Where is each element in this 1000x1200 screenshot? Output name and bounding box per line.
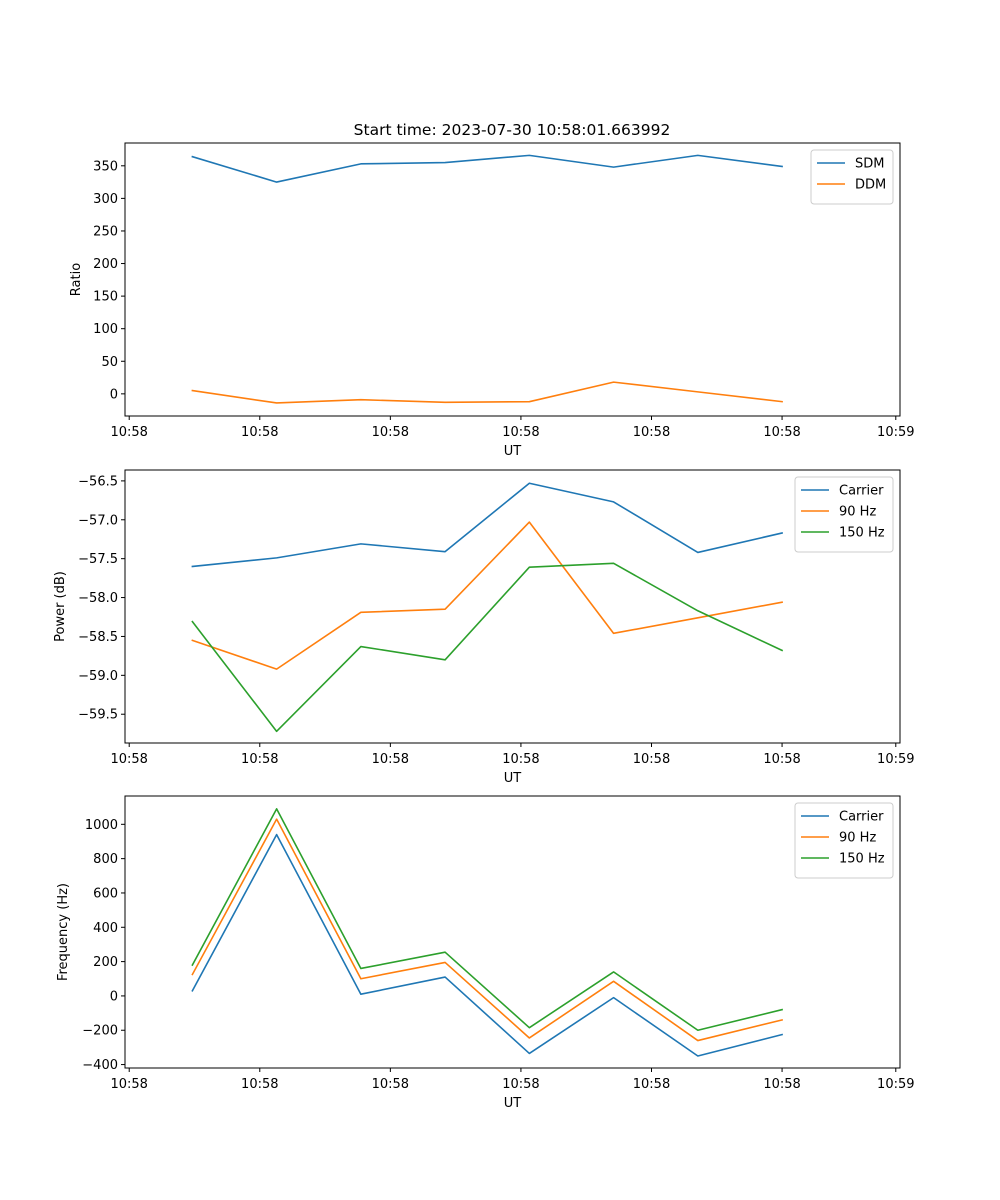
chart-panel-1: 0 50 100 150 200 250 300 350 10:58 10:58 10:58 10:5…	[69, 142, 915, 459]
x-tick-label: 10:58	[372, 1077, 409, 1092]
x-tick-label: 10:58	[110, 425, 147, 440]
series-line-carrier	[191, 833, 784, 1057]
y-tick-label: 100	[93, 322, 118, 337]
y-tick-label: 200	[93, 257, 118, 272]
y-tick-label: −56.5	[78, 474, 118, 489]
x-axis-label: UT	[504, 444, 522, 459]
x-axis-label: UT	[504, 771, 522, 786]
legend: Carrier 90 Hz 150 Hz	[794, 476, 894, 553]
y-tick-label: 150	[93, 290, 118, 305]
series-line-150-hz	[191, 808, 784, 1032]
charts-container: 0 50 100 150 200 250 300 350 10:58 10:58 10:58 10:5…	[53, 142, 915, 1111]
legend: SDM DDM	[810, 149, 894, 205]
legend-label: 90 Hz	[839, 831, 876, 846]
x-tick-label: 10:58	[110, 1077, 147, 1092]
series-line-90-hz	[191, 521, 784, 670]
legend-label: SDM	[855, 157, 884, 172]
y-tick-label: −400	[82, 1058, 118, 1073]
y-axis-label: Ratio	[69, 263, 84, 296]
x-tick-label: 10:58	[763, 752, 800, 767]
y-tick-label: −59.5	[78, 708, 118, 723]
x-tick-label: 10:58	[763, 425, 800, 440]
y-tick-label: 50	[101, 355, 118, 370]
axes-frame	[124, 469, 901, 744]
y-tick-label: 300	[93, 192, 118, 207]
x-tick-label: 10:58	[241, 425, 278, 440]
x-tick-label: 10:58	[633, 425, 670, 440]
x-tick-label: 10:58	[110, 752, 147, 767]
y-tick-label: −59.0	[78, 669, 118, 684]
legend-box	[794, 476, 894, 553]
y-tick-label: −200	[82, 1024, 118, 1039]
x-tick-label: 10:58	[502, 752, 539, 767]
axes-frame	[124, 795, 901, 1069]
y-tick-label: 0	[110, 989, 118, 1004]
y-tick-label: −58.5	[78, 630, 118, 645]
y-tick-label: 800	[93, 852, 118, 867]
legend-label: 90 Hz	[839, 505, 876, 520]
series-line-carrier	[191, 482, 784, 568]
chart-panel-2: −56.5 −57.0 −57.5 −58.0 −58.5 −59.0 −59.5 10:58…	[53, 469, 915, 786]
legend-label: Carrier	[839, 484, 884, 499]
y-tick-label: 1000	[85, 818, 118, 833]
x-tick-label: 10:58	[241, 752, 278, 767]
y-tick-label: 200	[93, 955, 118, 970]
y-tick-label: −57.0	[78, 513, 118, 528]
series-line-sdm	[191, 154, 783, 183]
x-tick-label: 10:58	[633, 752, 670, 767]
x-axis-label: UT	[504, 1096, 522, 1111]
chart-title: Start time: 2023-07-30 10:58:01.663992	[354, 121, 671, 139]
y-tick-label: −58.0	[78, 591, 118, 606]
y-tick-label: 0	[110, 387, 118, 402]
series-line-150-hz	[191, 562, 784, 733]
x-tick-label: 10:58	[372, 425, 409, 440]
y-tick-label: 600	[93, 886, 118, 901]
x-tick-label: 10:58	[241, 1077, 278, 1092]
legend-label: Carrier	[839, 810, 884, 825]
x-tick-label: 10:59	[877, 752, 914, 767]
legend: Carrier 90 Hz 150 Hz	[794, 802, 894, 879]
y-axis-label: Power (dB)	[53, 571, 68, 642]
legend-label: 150 Hz	[839, 526, 885, 541]
legend-box	[794, 802, 894, 879]
x-tick-label: 10:58	[633, 1077, 670, 1092]
series-line-90-hz	[191, 818, 784, 1042]
chart-panel-3: −400 −200 0 200 400 600 800 1000 10:58 10:58 10:58…	[56, 795, 915, 1111]
x-tick-label: 10:59	[877, 1077, 914, 1092]
x-tick-label: 10:58	[763, 1077, 800, 1092]
axes-frame	[124, 142, 901, 417]
x-tick-label: 10:58	[502, 425, 539, 440]
y-tick-label: 250	[93, 224, 118, 239]
x-tick-label: 10:58	[502, 1077, 539, 1092]
y-axis-label: Frequency (Hz)	[56, 883, 71, 981]
x-tick-label: 10:58	[372, 752, 409, 767]
legend-label: DDM	[855, 178, 886, 193]
series-line-ddm	[191, 381, 783, 404]
y-tick-label: 350	[93, 159, 118, 174]
y-tick-label: 400	[93, 921, 118, 936]
y-tick-label: −57.5	[78, 552, 118, 567]
legend-label: 150 Hz	[839, 852, 885, 867]
x-tick-label: 10:59	[877, 425, 914, 440]
